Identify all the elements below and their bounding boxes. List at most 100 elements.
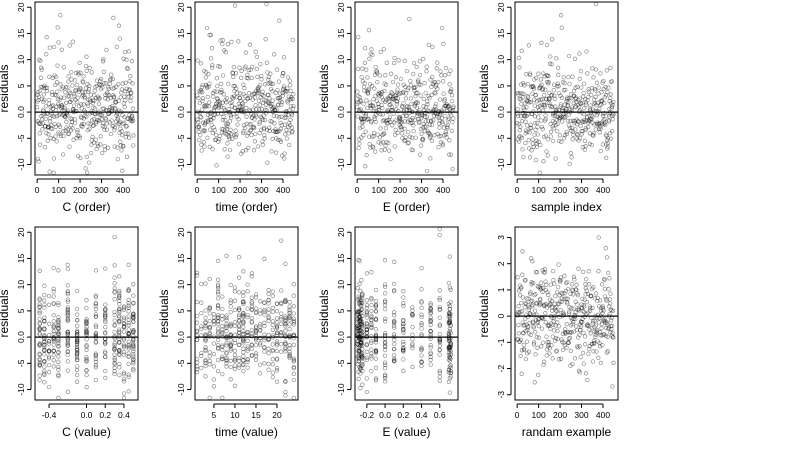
data-point xyxy=(104,90,110,95)
data-point xyxy=(372,72,378,77)
data-point xyxy=(528,72,533,78)
data-point xyxy=(55,97,61,102)
data-point xyxy=(107,81,113,86)
data-point xyxy=(373,299,379,304)
data-point xyxy=(203,360,208,366)
data-point xyxy=(75,323,80,329)
data-point xyxy=(109,105,115,111)
data-point xyxy=(586,269,591,274)
data-point xyxy=(439,25,445,31)
data-point xyxy=(584,114,590,120)
data-point xyxy=(574,131,580,137)
data-point xyxy=(587,119,592,124)
data-point xyxy=(117,130,122,135)
data-point xyxy=(203,320,208,325)
data-point xyxy=(518,134,523,139)
data-point xyxy=(242,66,247,71)
data-point xyxy=(42,342,47,347)
data-point xyxy=(84,328,89,334)
data-point xyxy=(56,344,61,349)
data-point xyxy=(74,367,80,373)
data-point xyxy=(78,102,84,107)
data-point xyxy=(607,276,612,281)
data-point xyxy=(117,119,123,124)
data-point xyxy=(611,360,616,365)
data-point xyxy=(360,359,365,365)
data-point xyxy=(568,118,573,124)
data-point xyxy=(65,317,70,323)
data-point xyxy=(195,117,200,122)
data-point xyxy=(80,94,85,99)
data-point xyxy=(57,124,63,129)
data-point xyxy=(266,301,271,306)
data-point xyxy=(267,80,273,85)
data-point xyxy=(103,318,108,323)
data-point xyxy=(120,168,125,173)
data-point xyxy=(126,339,131,344)
data-point xyxy=(101,57,106,62)
data-point xyxy=(220,371,225,377)
data-point xyxy=(112,281,117,286)
data-point xyxy=(607,106,612,111)
y-tick-label: 10 xyxy=(496,55,506,65)
data-point xyxy=(249,307,254,312)
data-point xyxy=(365,75,370,80)
data-point xyxy=(126,332,131,337)
x-axis-title: time (value) xyxy=(215,425,278,439)
data-point xyxy=(527,146,532,151)
data-point xyxy=(278,126,283,131)
data-point xyxy=(55,25,60,30)
data-point xyxy=(540,86,546,91)
x-tick-label: -0.4 xyxy=(42,410,57,420)
data-point xyxy=(284,108,289,114)
data-point xyxy=(533,157,539,163)
data-point xyxy=(74,355,80,360)
data-point xyxy=(46,333,52,338)
y-tick-label: 20 xyxy=(336,2,346,12)
data-point xyxy=(63,115,68,120)
data-point xyxy=(117,352,122,357)
data-point xyxy=(95,141,100,147)
x-tick-label: 400 xyxy=(596,410,610,420)
data-point xyxy=(267,96,272,101)
data-point xyxy=(434,66,439,71)
data-point xyxy=(46,384,52,390)
data-point xyxy=(81,74,86,79)
data-point xyxy=(369,84,375,89)
data-point xyxy=(87,83,92,88)
data-point xyxy=(582,138,588,143)
data-point xyxy=(610,129,615,134)
data-point xyxy=(215,277,221,282)
data-point xyxy=(84,358,89,363)
data-point xyxy=(447,82,452,87)
data-point xyxy=(71,137,76,142)
data-point xyxy=(428,362,433,367)
data-point xyxy=(581,81,587,86)
data-point xyxy=(117,293,122,298)
data-point xyxy=(443,113,448,119)
data-point xyxy=(373,348,379,354)
data-point xyxy=(247,122,252,127)
data-point xyxy=(594,113,599,118)
data-point xyxy=(105,92,110,97)
data-point xyxy=(127,112,132,117)
data-point xyxy=(47,97,52,103)
data-point xyxy=(47,45,52,50)
data-point xyxy=(112,342,117,348)
data-point xyxy=(207,324,212,330)
data-point xyxy=(437,232,442,238)
data-point xyxy=(257,119,262,125)
data-point xyxy=(289,130,295,135)
data-point xyxy=(407,134,413,139)
data-point xyxy=(245,365,250,370)
data-point xyxy=(56,322,61,327)
data-point xyxy=(386,97,391,102)
data-point xyxy=(103,319,108,325)
x-tick-label: 0 xyxy=(355,185,360,195)
data-point xyxy=(46,341,52,346)
data-point xyxy=(547,100,552,106)
data-point xyxy=(359,116,364,122)
data-point xyxy=(424,168,430,174)
data-point xyxy=(357,95,362,100)
data-point xyxy=(590,359,596,364)
